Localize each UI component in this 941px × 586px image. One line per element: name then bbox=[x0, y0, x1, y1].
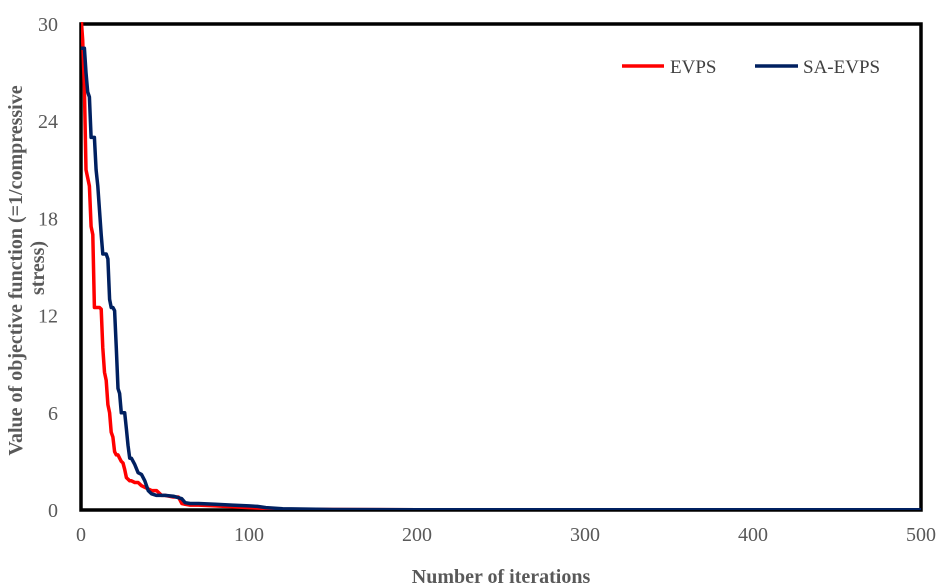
x-axis-title: Number of iterations bbox=[412, 566, 591, 586]
y-axis-title: Value of objective function (=1/compress… bbox=[5, 80, 49, 455]
y-axis-title-line-1: Value of objective function (=1/compress… bbox=[5, 85, 27, 455]
y-tick-label: 24 bbox=[38, 111, 58, 133]
legend-label-sa-evps: SA-EVPS bbox=[803, 57, 880, 78]
legend-label-evps: EVPS bbox=[670, 57, 716, 78]
x-tick-label: 500 bbox=[906, 524, 936, 546]
plot-area bbox=[79, 22, 923, 512]
x-tick-labels: 0 100 200 300 400 500 bbox=[76, 524, 936, 546]
y-tick-label: 18 bbox=[38, 208, 58, 230]
series-layer bbox=[81, 22, 921, 510]
y-tick-label: 0 bbox=[48, 500, 58, 522]
legend: EVPS SA-EVPS bbox=[622, 57, 880, 78]
x-tick-label: 300 bbox=[570, 524, 600, 546]
y-tick-label: 30 bbox=[38, 14, 58, 36]
x-tick-label: 100 bbox=[234, 524, 264, 546]
x-tick-label: 400 bbox=[738, 524, 768, 546]
y-tick-labels: 0 6 12 18 24 30 bbox=[38, 14, 58, 522]
series-line-sa-evps bbox=[81, 46, 921, 510]
y-axis-title-line-2: stress) bbox=[27, 241, 49, 295]
x-tick-label: 0 bbox=[76, 524, 86, 546]
x-tick-label: 200 bbox=[402, 524, 432, 546]
y-tick-label: 6 bbox=[48, 403, 58, 425]
y-tick-label: 12 bbox=[38, 306, 58, 328]
